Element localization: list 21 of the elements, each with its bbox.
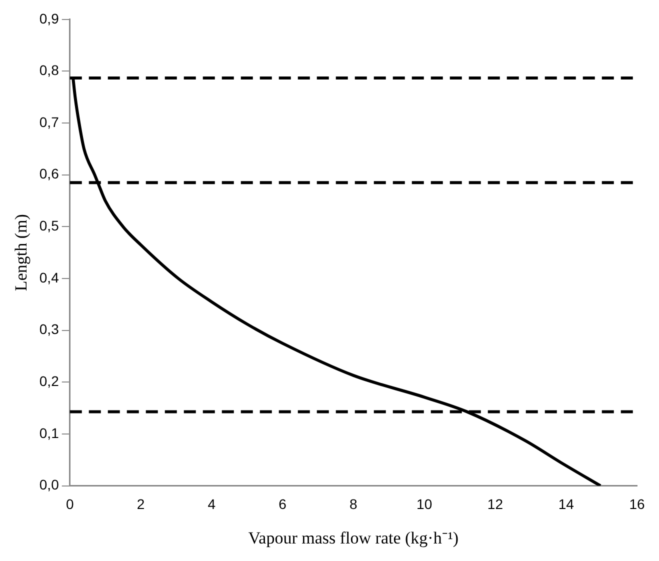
y-tick-label: 0,2 bbox=[39, 373, 60, 390]
y-tick-label: 0,9 bbox=[39, 10, 60, 26]
x-tick-label: 2 bbox=[136, 496, 145, 512]
y-tick-label: 0,1 bbox=[39, 424, 60, 441]
x-tick-label: 10 bbox=[416, 496, 432, 512]
y-axis-title: Length (m) bbox=[12, 214, 31, 292]
y-tick-label: 0,4 bbox=[39, 269, 60, 286]
x-axis-title: Vapour mass flow rate (kg·h⁻¹) bbox=[248, 528, 459, 548]
x-tick-label: 14 bbox=[558, 496, 574, 512]
x-tick-label: 0 bbox=[66, 496, 74, 512]
y-tick-label: 0,8 bbox=[39, 62, 60, 78]
x-tick-label: 6 bbox=[278, 496, 287, 512]
y-tick-label: 0,6 bbox=[39, 166, 60, 182]
y-tick-label: 0,3 bbox=[39, 321, 60, 338]
x-tick-label: 12 bbox=[487, 496, 504, 512]
x-tick-label: 8 bbox=[350, 496, 358, 512]
x-tick-label: 4 bbox=[208, 496, 216, 512]
x-tick-label: 16 bbox=[629, 496, 645, 512]
y-tick-label: 0,0 bbox=[39, 476, 60, 493]
y-tick-label: 0,5 bbox=[39, 218, 60, 234]
y-tick-label: 0,7 bbox=[39, 114, 60, 130]
